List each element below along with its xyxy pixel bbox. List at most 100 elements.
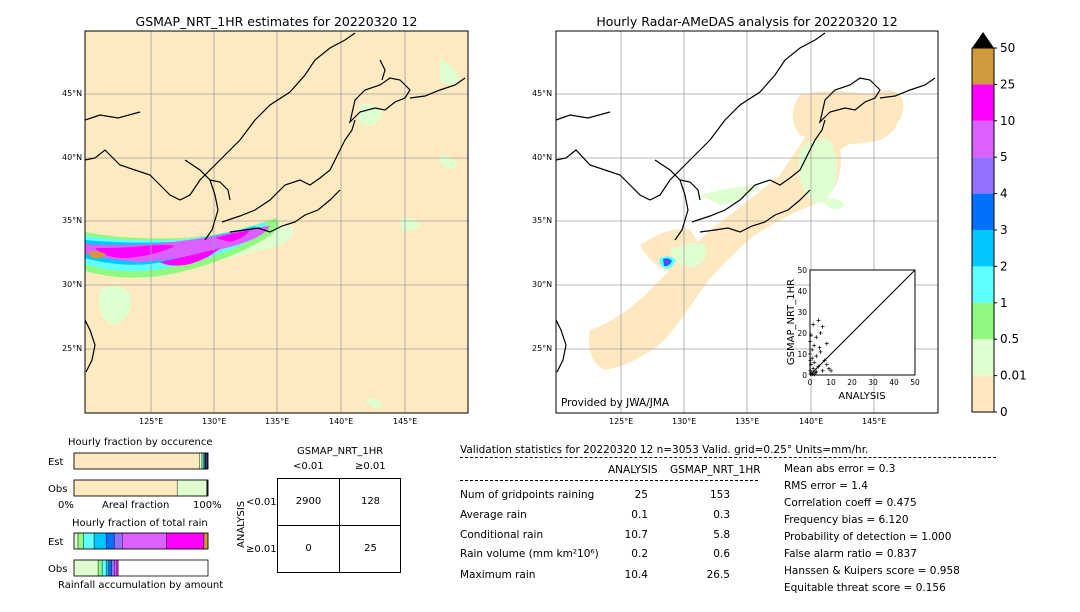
lat-label: 45°N — [532, 89, 553, 98]
lat-label: 40°N — [532, 153, 553, 162]
validation-row-gsmap: 153 — [709, 489, 730, 501]
scatter-xlabel: ANALYSIS — [838, 391, 885, 402]
contingency-cell: 2900 — [295, 496, 322, 507]
fraction-bar-frame — [73, 452, 209, 470]
fraction-segment — [97, 559, 103, 577]
occurence-title: Hourly fraction by occurence — [68, 437, 213, 448]
scatter-point — [824, 362, 829, 367]
left-map-frame — [84, 30, 469, 414]
scatter-ytick: 20 — [797, 329, 807, 338]
scatter-point — [809, 333, 814, 338]
score-line: Correlation coeff = 0.475 — [784, 497, 917, 509]
score-line: False alarm ratio = 0.837 — [784, 548, 917, 560]
lon-label: 145°E — [862, 417, 887, 426]
validation-header: Validation statistics for 20220320 12 n=… — [460, 444, 869, 456]
validation-row-analysis: 10.4 — [624, 569, 648, 581]
fraction-bars — [73, 452, 209, 577]
fraction-segment — [73, 532, 79, 550]
scatter-xtick: 40 — [889, 378, 899, 387]
right-map-coastlines — [556, 32, 936, 373]
lat-label: 45°N — [62, 89, 83, 98]
left-map-grid — [85, 31, 468, 413]
scatter-xtick: 20 — [847, 378, 857, 387]
contingency-row-label: <0.01 — [246, 497, 277, 508]
scatter-point — [810, 356, 815, 361]
validation-row-analysis: 10.7 — [624, 529, 648, 541]
validation-row-label: Average rain — [460, 509, 527, 521]
score-line: Probability of detection = 1.000 — [784, 531, 952, 543]
fraction-segment — [83, 532, 95, 550]
scatter-ytick: 10 — [797, 350, 807, 359]
occurence-row-label: Est — [48, 457, 64, 468]
validation-row-label: Num of gridpoints raining — [460, 489, 595, 501]
fraction-segment — [122, 532, 167, 550]
scatter-xtick: 30 — [868, 378, 878, 387]
score-line: Equitable threat score = 0.156 — [784, 582, 946, 594]
scatter-point — [829, 368, 833, 373]
colorbar-segment — [972, 48, 994, 85]
scatter-ytick: 30 — [797, 308, 807, 317]
scatter-point — [816, 364, 821, 369]
occurence-tick-right: 100% — [193, 500, 222, 511]
scatter-point — [808, 358, 813, 363]
lat-label: 40°N — [62, 153, 83, 162]
scatter-point — [810, 347, 815, 352]
fraction-segment — [73, 452, 200, 470]
scatter-inset: 00 10 10 20 20 30 30 40 40 50 50 ANALYSIS GSMAP_NR… — [786, 266, 920, 402]
scatter-point — [818, 331, 823, 335]
fraction-segment — [176, 479, 207, 497]
colorbar-label: 1 — [1000, 296, 1008, 310]
fraction-segment — [113, 532, 123, 550]
score-line: RMS error = 1.4 — [784, 480, 868, 492]
total-rain-row-label: Est — [48, 537, 64, 548]
fraction-bar-frame — [73, 532, 209, 550]
lon-label: 125°E — [609, 417, 634, 426]
scatter-ytick: 50 — [797, 266, 807, 275]
scatter-point — [818, 349, 823, 354]
fraction-segment — [105, 559, 110, 577]
validation-row-analysis: 25 — [634, 489, 648, 501]
fraction-segment — [93, 532, 107, 550]
colorbar-label: 0.01 — [1000, 369, 1027, 383]
lat-label: 25°N — [532, 344, 553, 353]
lon-label: 130°E — [202, 417, 227, 426]
right-map-rain-core — [659, 256, 676, 269]
validation-row-label: Rain volume (mm km²10⁶) — [460, 548, 599, 560]
fraction-segment — [201, 452, 204, 470]
fraction-segment — [108, 559, 112, 577]
scatter-point — [820, 324, 825, 329]
colorbar-segment — [972, 157, 994, 194]
occurence-tick-left: 0% — [58, 500, 74, 511]
lat-label: 35°N — [532, 216, 553, 225]
lat-label: 30°N — [532, 280, 553, 289]
total-rain-xlabel: Rainfall accumulation by amount — [58, 580, 224, 591]
lat-label: 35°N — [62, 216, 83, 225]
fraction-segment — [111, 559, 115, 577]
score-line: Mean abs error = 0.3 — [784, 463, 896, 475]
validation-row-gsmap: 5.8 — [713, 529, 730, 541]
right-map-title: Hourly Radar-AMeDAS analysis for 2022032… — [596, 14, 898, 29]
scatter-xtick: 50 — [910, 378, 920, 387]
lon-label: 125°E — [139, 417, 164, 426]
colorbar-segment — [972, 120, 994, 158]
contingency-cell: 0 — [305, 543, 312, 554]
occurence-row-label: Obs — [48, 484, 68, 495]
contingency-cell: 25 — [364, 543, 377, 554]
contingency-table: 2900 128 0 25 — [277, 478, 401, 573]
colorbar-segment — [972, 266, 994, 303]
scatter-diagonal — [809, 269, 916, 376]
lon-label: 135°E — [265, 417, 290, 426]
lon-label: 145°E — [393, 417, 418, 426]
scatter-point — [812, 343, 817, 348]
validation-row-gsmap: 0.3 — [713, 509, 730, 521]
colorbar-extend-arrow — [972, 32, 994, 48]
fraction-segment — [203, 532, 209, 550]
fraction-segment — [73, 559, 99, 577]
validation-row-gsmap: 0.6 — [713, 548, 730, 560]
left-map-coastlines — [85, 32, 466, 373]
scatter-ytick: 40 — [797, 287, 807, 296]
occurence-xlabel: Areal fraction — [102, 500, 170, 511]
scatter-point — [812, 360, 817, 365]
scatter-point — [808, 339, 813, 344]
score-line: Frequency bias = 6.120 — [784, 514, 909, 526]
